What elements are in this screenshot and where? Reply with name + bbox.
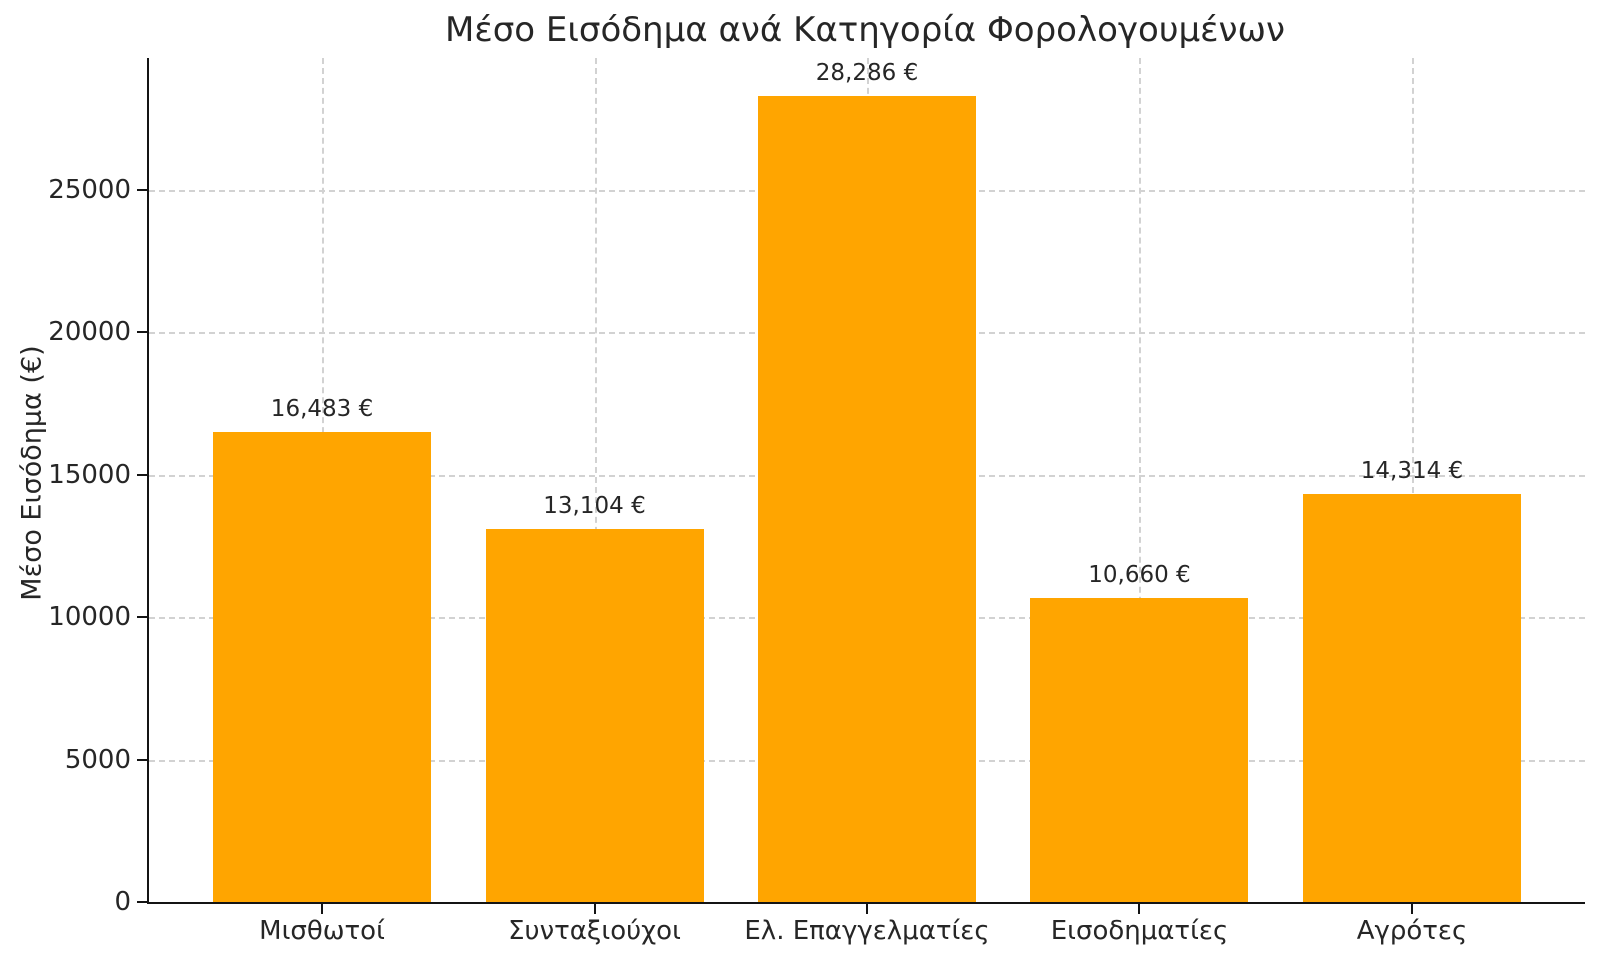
bar-value-label: 13,104 € <box>543 492 646 519</box>
x-tick <box>1410 904 1413 914</box>
y-tick-label: 0 <box>114 887 131 917</box>
bar <box>485 528 704 902</box>
bar-value-label: 16,483 € <box>270 396 374 423</box>
x-tick <box>866 904 868 914</box>
y-tick <box>137 188 147 191</box>
y-tick <box>137 331 147 334</box>
y-tick-label: 10000 <box>48 602 131 633</box>
v-gridline <box>594 58 597 902</box>
x-category-label: Ελ. Επαγγελματίες <box>744 916 990 946</box>
v-gridline <box>1139 58 1142 902</box>
x-tick <box>321 904 324 914</box>
y-tick <box>137 901 147 903</box>
bar <box>758 96 976 902</box>
y-tick-label: 25000 <box>48 174 131 205</box>
y-tick <box>137 473 147 476</box>
bar <box>213 432 432 902</box>
bar-value-label: 10,660 € <box>1088 562 1191 589</box>
plot-area: 0 5000 10000 15000 20000 25000 16,483 € Μισθωτο… <box>48 58 1585 946</box>
x-category-label: Αγρότες <box>1356 916 1468 946</box>
x-category-label: Μισθωτοί <box>259 916 385 946</box>
x-tick <box>1138 904 1141 914</box>
bar <box>1030 598 1249 902</box>
y-tick <box>137 758 147 761</box>
y-axis-label: Μέσο Εισόδημα (€) <box>16 345 48 601</box>
y-tick <box>137 616 147 619</box>
y-tick-label: 5000 <box>64 744 131 775</box>
bar <box>1302 494 1521 902</box>
x-tick <box>593 904 596 914</box>
x-category-label: Εισοδηματίες <box>1050 916 1229 946</box>
chart-title: Μέσο Εισόδημα ανά Κατηγορία Φορολογουμέν… <box>445 10 1285 50</box>
x-category-label: Συνταξιούχοι <box>508 916 681 946</box>
bar-value-label: 14,314 € <box>1360 458 1464 485</box>
y-tick-label: 20000 <box>48 317 131 348</box>
v-gridline <box>1411 58 1414 902</box>
bar-value-label: 28,286 € <box>815 60 919 87</box>
y-tick-label: 15000 <box>48 459 131 490</box>
